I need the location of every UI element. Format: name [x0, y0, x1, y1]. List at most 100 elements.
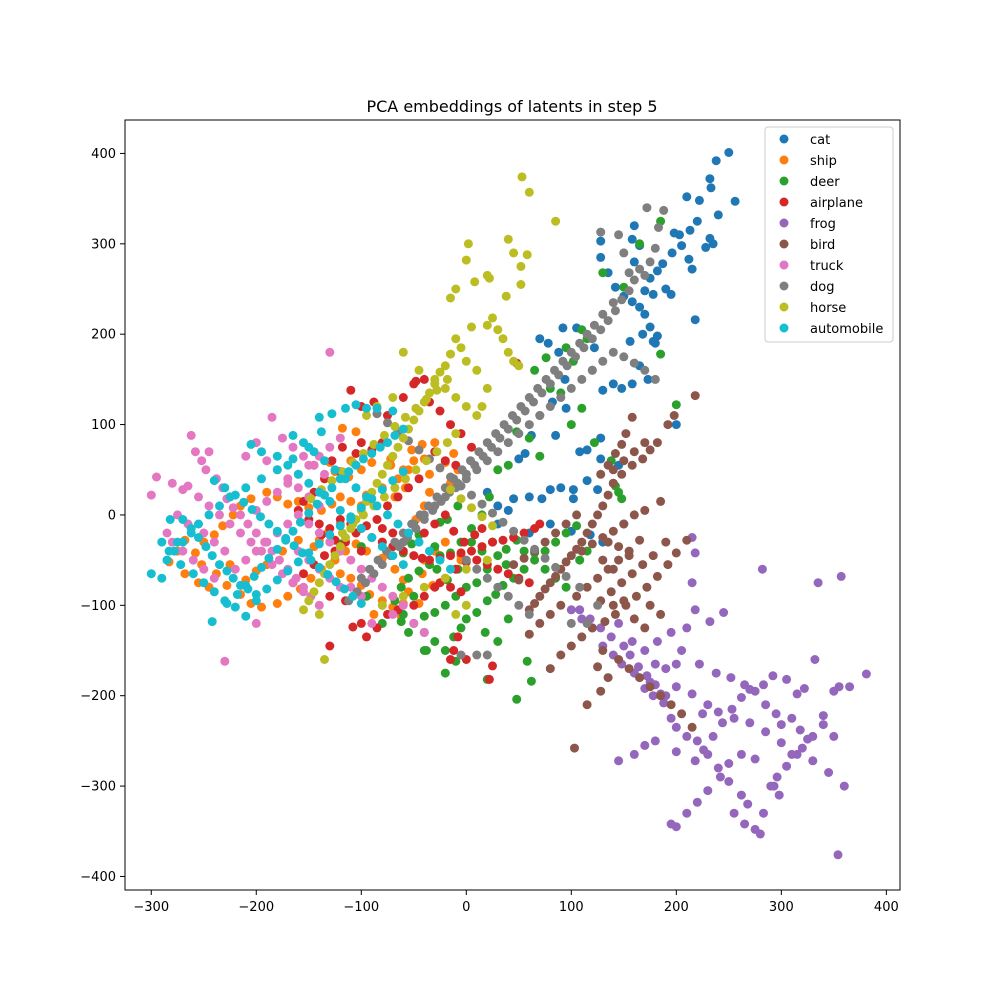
point-airplane-88 — [449, 646, 459, 655]
point-cat-55 — [560, 374, 570, 384]
point-frog-1 — [813, 578, 823, 588]
point-automobile-102 — [320, 456, 329, 466]
point-airplane-65 — [325, 591, 335, 601]
point-airplane-44 — [435, 406, 445, 416]
point-cat-61 — [520, 449, 530, 458]
point-automobile-124 — [289, 541, 299, 551]
point-dog-55 — [541, 374, 551, 384]
point-deer-8 — [566, 420, 576, 430]
point-horse-57 — [377, 600, 387, 610]
y-tick-label-8: 400 — [91, 147, 116, 162]
point-bird-22 — [535, 591, 545, 601]
legend-marker-cat — [779, 134, 789, 144]
point-bird-69 — [556, 650, 566, 660]
point-airplane-34 — [498, 535, 508, 545]
point-deer-45 — [472, 608, 482, 617]
point-airplane-94 — [348, 622, 358, 632]
point-truck-30 — [293, 483, 303, 493]
point-bird-12 — [587, 519, 597, 529]
point-deer-22 — [524, 433, 534, 443]
point-dog-123 — [467, 490, 476, 500]
point-cat-75 — [596, 454, 606, 464]
point-bird-4 — [645, 445, 655, 455]
point-ship-29 — [262, 487, 272, 497]
point-bird-11 — [593, 510, 603, 520]
point-frog-42 — [682, 731, 692, 741]
point-dog-112 — [593, 600, 603, 610]
point-dog-118 — [519, 535, 529, 545]
point-dog-116 — [540, 553, 550, 563]
point-ship-32 — [228, 510, 238, 520]
point-frog-8 — [661, 664, 671, 674]
point-automobile-65 — [209, 587, 219, 597]
point-cat-22 — [640, 286, 650, 296]
point-ship-22 — [335, 492, 345, 502]
point-truck-81 — [409, 618, 419, 628]
point-frog-103 — [861, 669, 871, 679]
point-cat-26 — [629, 221, 639, 231]
point-bird-73 — [687, 722, 697, 732]
point-dog-59 — [508, 411, 517, 420]
point-dog-41 — [645, 257, 655, 267]
point-bird-80 — [614, 655, 624, 664]
point-truck-9 — [204, 447, 214, 457]
point-horse-88 — [388, 393, 398, 402]
point-frog-37 — [736, 790, 746, 800]
point-bird-84 — [596, 686, 606, 696]
point-frog-84 — [769, 781, 779, 791]
point-automobile-85 — [257, 447, 266, 457]
point-airplane-107 — [356, 546, 366, 556]
point-airplane-96 — [388, 528, 398, 538]
point-deer-20 — [635, 239, 645, 249]
point-frog-111 — [671, 747, 681, 757]
point-cat-65 — [596, 433, 606, 443]
point-dog-52 — [566, 347, 576, 357]
point-automobile-108 — [383, 510, 392, 520]
point-dog-80 — [640, 365, 650, 375]
point-cat-38 — [645, 322, 655, 332]
point-bird-35 — [656, 496, 666, 506]
point-deer-54 — [561, 528, 571, 538]
point-automobile-106 — [362, 492, 371, 502]
point-truck-84 — [262, 496, 272, 506]
point-cat-5 — [730, 196, 740, 206]
point-truck-13 — [228, 503, 238, 513]
point-airplane-91 — [488, 661, 497, 671]
point-truck-27 — [262, 456, 272, 466]
point-airplane-84 — [456, 587, 466, 597]
point-frog-15 — [698, 709, 708, 719]
point-truck-55 — [188, 555, 198, 565]
point-dog-77 — [356, 573, 366, 583]
point-cat-44 — [627, 379, 637, 389]
point-frog-88 — [829, 731, 839, 741]
point-truck-36 — [299, 451, 308, 461]
point-cat-16 — [684, 254, 694, 264]
point-deer-85 — [396, 617, 406, 627]
legend-marker-dog — [779, 281, 789, 291]
y-tick-label-0: −400 — [80, 870, 116, 885]
point-automobile-99 — [288, 430, 298, 440]
point-horse-15 — [446, 293, 455, 303]
point-dog-5 — [624, 286, 634, 296]
point-airplane-50 — [451, 460, 461, 470]
point-bird-42 — [577, 546, 587, 556]
point-dog-135 — [456, 650, 466, 660]
point-automobile-33 — [358, 454, 368, 464]
point-frog-60 — [677, 646, 687, 655]
point-horse-84 — [337, 467, 347, 477]
point-truck-1 — [146, 490, 156, 500]
point-deer-52 — [540, 546, 550, 556]
point-automobile-101 — [309, 447, 319, 457]
legend-label-cat: cat — [810, 133, 830, 148]
point-automobile-110 — [404, 528, 413, 538]
point-frog-86 — [782, 761, 792, 771]
point-cat-29 — [629, 257, 639, 267]
point-bird-61 — [642, 582, 652, 592]
point-bird-97 — [645, 600, 655, 610]
point-cat-17 — [687, 264, 697, 274]
point-deer-46 — [482, 596, 492, 606]
point-horse-91 — [451, 429, 461, 439]
point-cat-68 — [556, 483, 566, 493]
point-airplane-4 — [356, 438, 366, 448]
